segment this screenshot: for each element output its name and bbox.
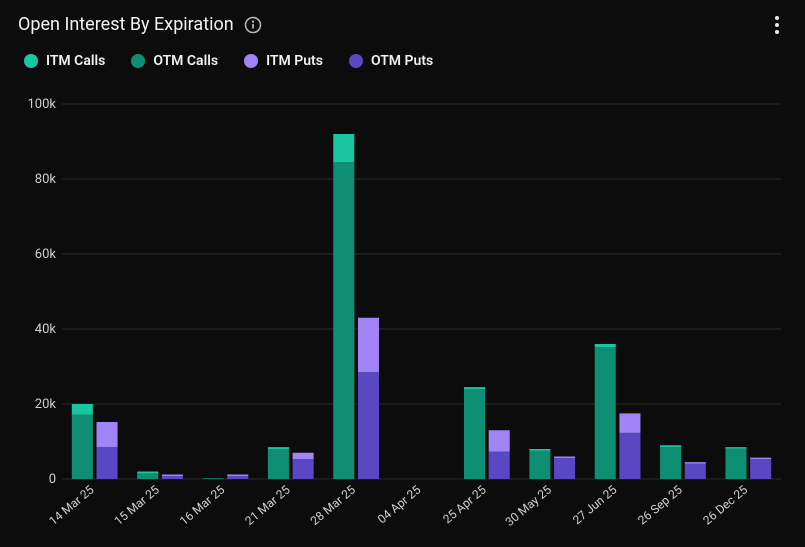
bar-itm_calls[interactable]: [333, 134, 354, 162]
x-tick-label: 27 Jun 25: [570, 482, 620, 527]
x-tick-label: 26 Sep 25: [635, 482, 685, 527]
legend-label: ITM Puts: [266, 53, 323, 69]
x-tick-label: 14 Mar 25: [46, 482, 97, 528]
info-icon[interactable]: [244, 16, 262, 34]
legend-item[interactable]: OTM Calls: [131, 53, 218, 69]
bar-otm_calls[interactable]: [268, 449, 289, 479]
legend-swatch-icon: [244, 54, 258, 68]
legend-label: OTM Calls: [153, 53, 218, 69]
legend-label: OTM Puts: [371, 53, 433, 69]
bar-otm_puts[interactable]: [162, 476, 183, 479]
bar-itm_puts[interactable]: [685, 462, 706, 464]
more-options-icon[interactable]: [767, 15, 787, 35]
bar-itm_calls[interactable]: [529, 449, 550, 451]
legend-item[interactable]: OTM Puts: [349, 53, 433, 69]
bar-otm_puts[interactable]: [619, 433, 640, 479]
title-group: Open Interest By Expiration: [18, 14, 262, 35]
bar-itm_calls[interactable]: [595, 344, 616, 347]
x-tick-label: 30 May 25: [503, 482, 555, 529]
legend-item[interactable]: ITM Puts: [244, 53, 323, 69]
bar-otm_calls[interactable]: [595, 347, 616, 479]
legend-swatch-icon: [349, 54, 363, 68]
bar-itm_puts[interactable]: [97, 422, 118, 447]
legend-swatch-icon: [131, 54, 145, 68]
x-tick-label: 21 Mar 25: [242, 482, 293, 528]
bar-otm_puts[interactable]: [97, 447, 118, 479]
x-tick-label: 16 Mar 25: [177, 482, 228, 528]
bar-otm_puts[interactable]: [554, 458, 575, 479]
bar-otm_calls[interactable]: [72, 415, 93, 480]
bar-otm_calls[interactable]: [725, 449, 746, 479]
x-tick-label: 28 Mar 25: [308, 482, 359, 528]
bar-itm_calls[interactable]: [464, 387, 485, 389]
bar-otm_puts[interactable]: [489, 452, 510, 479]
open-interest-widget: Open Interest By Expiration ITM Calls OTM…: [0, 0, 805, 547]
bar-itm_calls[interactable]: [660, 445, 681, 447]
bar-otm_puts[interactable]: [227, 476, 248, 479]
bar-otm_calls[interactable]: [464, 389, 485, 479]
bar-itm_puts[interactable]: [489, 430, 510, 451]
bar-itm_puts[interactable]: [358, 318, 379, 372]
x-tick-label: 04 Apr 25: [375, 482, 424, 526]
bar-otm_calls[interactable]: [203, 478, 224, 479]
bar-otm_calls[interactable]: [529, 451, 550, 480]
legend-item[interactable]: ITM Calls: [24, 53, 105, 69]
widget-title: Open Interest By Expiration: [18, 14, 234, 35]
bar-itm_puts[interactable]: [750, 458, 771, 460]
bar-otm_puts[interactable]: [293, 459, 314, 479]
bar-otm_calls[interactable]: [137, 473, 158, 479]
x-tick-label: 15 Mar 25: [112, 482, 163, 528]
legend-swatch-icon: [24, 54, 38, 68]
bar-itm_calls[interactable]: [72, 404, 93, 415]
y-tick-label: 20k: [35, 397, 57, 412]
bar-itm_puts[interactable]: [293, 453, 314, 459]
bar-itm_puts[interactable]: [162, 475, 183, 477]
legend: ITM Calls OTM Calls ITM Puts OTM Puts: [24, 53, 787, 69]
widget-header: Open Interest By Expiration: [18, 14, 787, 35]
open-interest-chart: 0 20k 40k 60k 80k 100k 14 Mar 25 15 Mar 25 16 Ma…: [18, 90, 787, 539]
bar-otm_puts[interactable]: [685, 464, 706, 479]
x-tick-label: 26 Dec 25: [700, 482, 750, 527]
bar-otm_calls[interactable]: [333, 162, 354, 479]
bar-otm_puts[interactable]: [358, 372, 379, 479]
y-tick-label: 60k: [35, 247, 57, 262]
legend-label: ITM Calls: [46, 53, 105, 69]
bar-itm_puts[interactable]: [554, 457, 575, 459]
y-tick-label: 100k: [27, 97, 56, 112]
bar-itm_calls[interactable]: [268, 447, 289, 449]
x-tick-label: 25 Apr 25: [440, 482, 489, 526]
bar-otm_puts[interactable]: [750, 459, 771, 479]
y-tick-label: 40k: [35, 322, 57, 337]
bar-itm_puts[interactable]: [619, 413, 640, 433]
bar-itm_puts[interactable]: [227, 475, 248, 477]
y-tick-label: 80k: [35, 172, 57, 187]
bar-otm_calls[interactable]: [660, 447, 681, 479]
bar-itm_calls[interactable]: [137, 472, 158, 474]
bar-itm_calls[interactable]: [725, 447, 746, 449]
chart-area: 0 20k 40k 60k 80k 100k 14 Mar 25 15 Mar 25 16 Ma…: [18, 90, 787, 539]
y-tick-label: 0: [49, 472, 56, 487]
